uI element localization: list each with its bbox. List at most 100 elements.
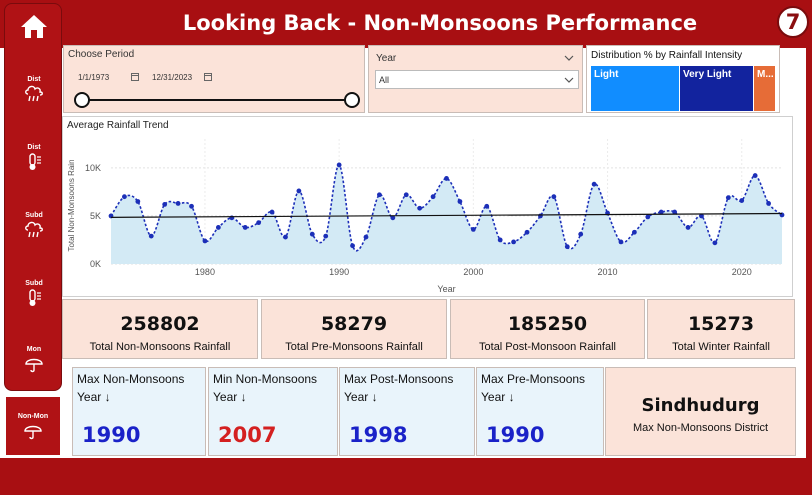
card-title: Max Pre-Monsoons [481,372,586,386]
chevron-down-icon[interactable] [564,54,574,62]
sidebar-item-subd-temp[interactable]: Subd [5,280,63,307]
slider-end-handle[interactable] [344,92,360,108]
data-point [658,209,664,215]
data-point [309,231,315,237]
sidebar-item-subd-rain[interactable]: Subd [5,212,63,239]
y-tick-label: 10K [85,163,101,173]
year-slicer: Year All [368,45,583,113]
card-year-value: 1990 [82,423,141,447]
sidebar-item-mon[interactable]: Mon [5,346,63,373]
data-point [363,234,369,240]
x-tick-label: 2020 [732,267,752,277]
data-point [511,239,516,245]
year-label: Year [376,53,397,64]
district-name: Sindhudurg [641,395,760,416]
calendar-icon[interactable] [204,72,212,81]
kpi-card-pre-monsoons: 58279 Total Pre-Monsoons Rainfall [261,299,447,359]
treemap-cell-light[interactable]: Light [591,66,679,111]
data-point [242,225,248,230]
data-point [725,195,731,201]
data-point [685,225,691,230]
home-icon [21,15,47,38]
data-point [564,244,570,250]
data-point [497,237,503,243]
home-button[interactable] [5,12,63,45]
thermometer-icon [29,153,41,170]
data-point [162,201,168,207]
card-title: Min Non-Monsoons [213,372,318,386]
card-subtitle: Year ↓ [77,390,111,404]
card-year-value: 2007 [218,423,277,447]
sidebar-item-dist-rain[interactable]: Dist [5,76,63,103]
data-point [256,220,262,226]
kpi-label: Total Pre-Monsoons Rainfall [285,341,423,353]
start-date-input[interactable]: 1/1/1973 [78,73,110,82]
data-point [484,203,490,209]
x-tick-label: 1990 [329,267,349,277]
card-year-value: 1998 [349,423,408,447]
y-axis-label: Total Non-Monsoons Rain [67,159,76,251]
sidebar-item-label: Dist [27,144,41,151]
year-dropdown[interactable]: All [375,70,579,89]
kpi-card-post-monsoon: 185250 Total Post-Monsoon Rainfall [450,299,645,359]
kpi-label: Total Winter Rainfall [672,341,770,353]
kpi-label: Total Post-Monsoon Rainfall [479,341,616,353]
sidebar-item-non-mon[interactable]: Non-Mon [4,395,62,457]
slider-start-handle[interactable] [74,92,90,108]
data-point [672,209,678,215]
data-point [739,198,745,203]
data-point [470,226,476,232]
end-date-input[interactable]: 12/31/2023 [152,73,193,82]
card-title: Max Post-Monsoons [344,372,454,386]
kpi-value: 58279 [320,313,388,335]
sidebar-nav: Dist Dist Subd Subd [4,3,62,391]
data-point [766,201,771,206]
y-tick-label: 5K [90,211,101,221]
kpi-value: 185250 [507,313,588,335]
treemap-cell-m[interactable]: M... [754,66,775,111]
data-point [645,214,651,220]
data-point [417,205,423,211]
data-point [699,213,704,219]
data-point [377,192,382,198]
trend-line [110,212,783,218]
data-point [712,240,718,246]
data-point [457,199,463,204]
data-point [390,215,396,221]
data-point [135,199,141,204]
kpi-card-non-monsoons: 258802 Total Non-Monsoons Rainfall [62,299,258,359]
chart-title: Average Rainfall Trend [67,120,169,131]
data-point [631,229,637,235]
header-bar [0,0,812,48]
treemap-cell-very-light[interactable]: Very Light [680,66,753,111]
max-district-card: Sindhudurg Max Non-Monsoons District [605,367,796,456]
year-dropdown-value: All [379,75,390,85]
district-label: Max Non-Monsoons District [632,422,769,434]
page-number-badge: 7 [777,6,809,38]
rain-cloud-icon [25,85,43,102]
data-point [323,233,329,239]
sidebar-item-dist-temp[interactable]: Dist [5,144,63,171]
sidebar-item-label: Mon [26,346,42,353]
sidebar-item-label: Subd [25,280,43,287]
min-non-monsoons-year-card: Min Non-Monsoons Year ↓ 2007 [208,367,338,456]
data-point [215,225,221,230]
data-point [618,239,624,245]
calendar-icon[interactable] [131,72,139,81]
data-point [202,238,208,244]
data-point [175,201,181,206]
chevron-down-icon[interactable] [564,76,574,84]
umbrella-icon [24,425,42,440]
data-point [538,213,543,219]
data-point [524,229,530,235]
period-slicer: Choose Period 1/1/1973 12/31/2023 [63,45,365,113]
rain-cloud-icon [25,221,43,238]
kpi-label: Total Non-Monsoons Rainfall [89,341,231,353]
data-point [336,162,342,168]
card-subtitle: Year ↓ [213,390,247,404]
data-point [430,194,436,200]
max-post-monsoons-year-card: Max Post-Monsoons Year ↓ 1998 [339,367,475,456]
card-title: Max Non-Monsoons [77,372,185,386]
trend-plot: 0K 5K 10K 1980 1990 2000 2010 2020 Year Total Non… [67,139,785,294]
period-slider-track[interactable] [82,99,352,101]
